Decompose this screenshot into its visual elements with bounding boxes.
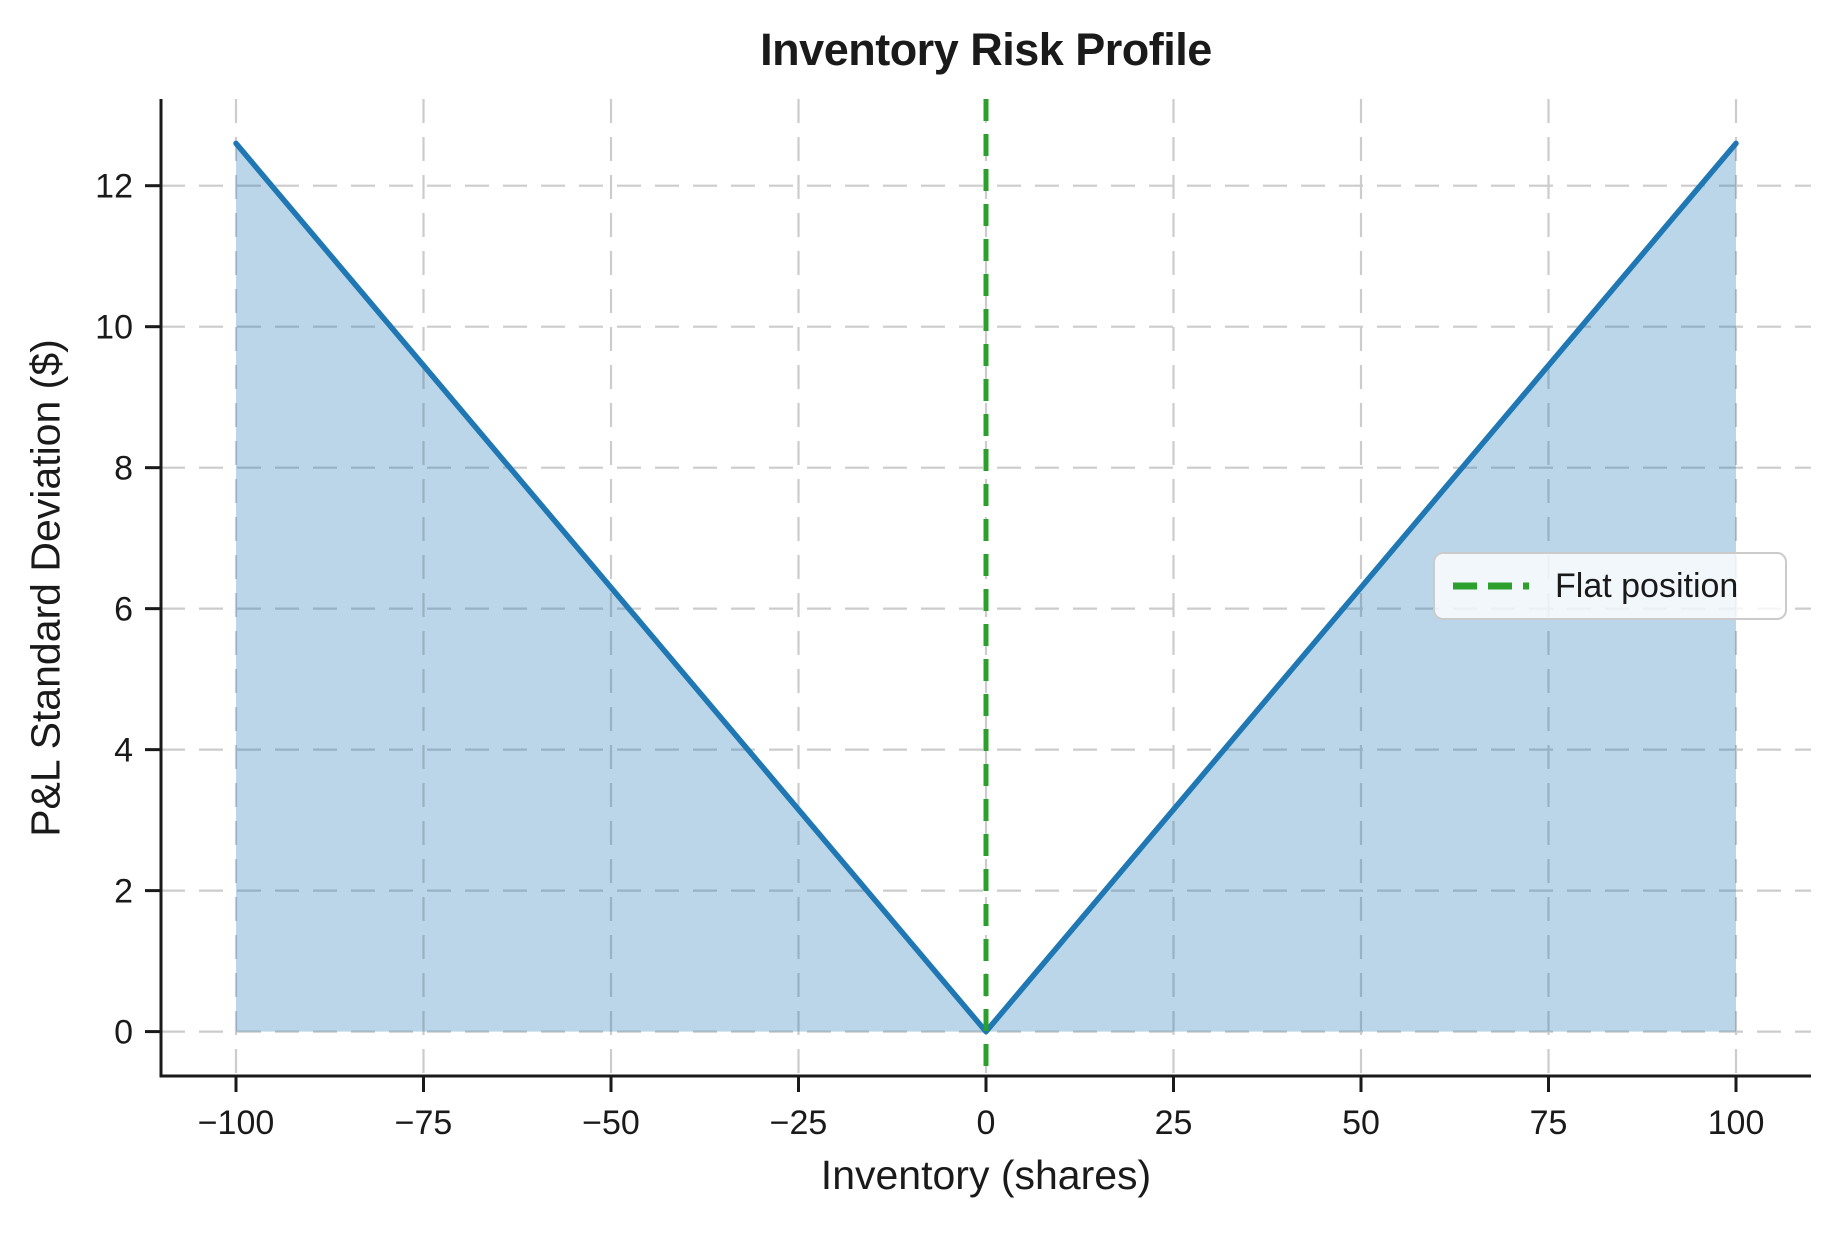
risk-area-fill — [236, 143, 1736, 1032]
risk-line — [233, 140, 1739, 1035]
legend: Flat position — [1433, 552, 1787, 620]
y-tick-label: 10 — [95, 309, 133, 347]
y-tick-labels: 0 2 4 6 8 10 12 — [95, 168, 133, 1052]
y-tick-label: 0 — [114, 1014, 133, 1052]
x-tick-label: 75 — [1530, 1104, 1568, 1142]
x-tick-label: 0 — [977, 1104, 996, 1142]
y-tick-label: 2 — [114, 873, 133, 911]
axes-spines — [159, 99, 1811, 1078]
x-tick-label: −25 — [770, 1104, 828, 1142]
x-tick-label: −100 — [198, 1104, 275, 1142]
chart-title: Inventory Risk Profile — [760, 24, 1212, 75]
legend-label: Flat position — [1555, 566, 1739, 605]
x-axis-label: Inventory (shares) — [820, 1152, 1152, 1198]
y-tick-label: 4 — [114, 732, 133, 770]
x-tick-label: 50 — [1342, 1104, 1380, 1142]
y-tick-label: 6 — [114, 591, 133, 629]
x-tick-label: 25 — [1155, 1104, 1193, 1142]
y-tick-label: 12 — [95, 168, 133, 206]
y-tick-label: 8 — [114, 450, 133, 488]
x-tick-labels: −100 −75 −50 −25 0 25 50 75 100 — [198, 1104, 1765, 1142]
tick-marks — [145, 184, 1738, 1092]
y-axis-label: P&L Standard Deviation ($) — [22, 339, 69, 837]
x-tick-label: 100 — [1708, 1104, 1765, 1142]
legend-dashed-line-icon — [1453, 582, 1529, 590]
x-tick-label: −50 — [582, 1104, 640, 1142]
x-tick-label: −75 — [395, 1104, 453, 1142]
